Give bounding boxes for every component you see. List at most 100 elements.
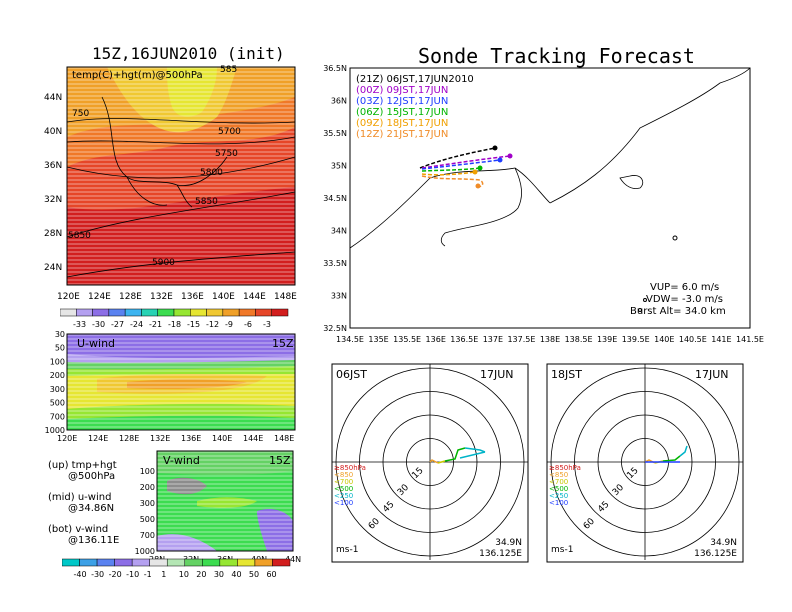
u-wind-ytick: 30 xyxy=(55,330,65,339)
v-wind-ytick: 200 xyxy=(140,483,155,492)
wind-colorbar-swatch xyxy=(114,558,133,567)
track-map-ytick: 33.5N xyxy=(323,259,347,268)
u-wind-xtick: 148E xyxy=(274,434,294,443)
track-map-xtick: 140E xyxy=(654,335,674,344)
track-map-ytick: 35.5N xyxy=(323,129,347,138)
hodo-units: ms-1 xyxy=(336,545,358,555)
u-wind-ytick: 100 xyxy=(50,357,65,366)
u-wind-ytick: 1000 xyxy=(45,426,65,435)
upper-map-ytick: 40N xyxy=(44,127,62,137)
wind-colorbar-tick: 1 xyxy=(161,570,166,579)
wind-colorbar-swatch xyxy=(62,558,80,567)
hodo-level-legend: <850 xyxy=(549,471,568,479)
temp-colorbar-swatch xyxy=(92,308,110,317)
track-map-xtick: 137.5E xyxy=(507,335,535,344)
hodo-trace xyxy=(444,447,466,462)
track-map-ytick: 34N xyxy=(331,227,347,236)
u-wind-x-axis: 120E 124E 128E 132E 136E 140E 144E 148E xyxy=(57,434,294,443)
izu-coast xyxy=(619,175,644,189)
u-wind-xtick: 140E xyxy=(212,434,232,443)
wind-colorbar: -40 -30 -20 -10 -1 1 10 20 30 40 50 60 xyxy=(62,558,291,579)
hodo-level-legend: <250 xyxy=(334,492,353,500)
track-09z xyxy=(421,171,476,176)
hodo-level-legend: <700 xyxy=(549,478,568,486)
wind-colorbar-tick: 40 xyxy=(231,570,241,579)
hodo-level-legend: <100 xyxy=(549,499,568,507)
u-wind-xtick: 124E xyxy=(88,434,108,443)
temp-colorbar-swatch xyxy=(108,308,126,317)
temp-colorbar-tick: -9 xyxy=(225,320,233,329)
track-map-xtick: 139.5E xyxy=(622,335,650,344)
track-06z xyxy=(421,167,481,172)
track-map-ytick: 36.5N xyxy=(323,64,347,73)
upper-map-xtick: 120E xyxy=(57,292,80,302)
hodo-trace xyxy=(437,460,446,464)
track-legend-entry: (12Z) 21JST,17JUN xyxy=(356,129,448,140)
contour-label-5700: 5700 xyxy=(218,127,241,137)
contour-5750 xyxy=(66,136,296,145)
wind-colorbar-swatch xyxy=(96,558,115,567)
contour-5850 xyxy=(66,191,296,238)
wind-colorbar-swatch xyxy=(166,558,186,567)
upper-map-xtick: 124E xyxy=(88,292,111,302)
wind-colorbar-swatch xyxy=(202,558,221,567)
init-time-title: 15Z,16JUN2010 (init) xyxy=(92,44,285,63)
track-00z xyxy=(421,155,511,169)
hodo-level-legend: <700 xyxy=(334,478,353,486)
hodo-trace xyxy=(429,459,439,464)
track-legend-entry: (03Z) 12JST,17JUN xyxy=(356,96,448,107)
hodo-units: ms-1 xyxy=(551,545,573,555)
v-wind-ytick: 500 xyxy=(140,515,155,524)
hodo-level-legend: ≥850hPa xyxy=(549,464,581,472)
v-wind-ytick: 300 xyxy=(140,499,155,508)
upper-map-ytick: 24N xyxy=(44,263,62,273)
upper-map-xtick: 148E xyxy=(274,292,297,302)
contour-label-5750: 5750 xyxy=(215,149,238,159)
track-map-xtick: 136E xyxy=(426,335,446,344)
track-map-xtick: 138E xyxy=(540,335,560,344)
temp-colorbar-swatch xyxy=(255,308,272,317)
wind-colorbar-tick: 20 xyxy=(196,570,206,579)
v-wind-ytick: 1000 xyxy=(135,547,155,556)
wind-colorbar-swatch xyxy=(131,558,150,567)
wind-colorbar-tick: -20 xyxy=(109,570,122,579)
track-map-ytick: 35N xyxy=(331,162,347,171)
wind-colorbar-tick: -30 xyxy=(91,570,104,579)
hodo-level-legend: <500 xyxy=(549,485,568,493)
hodo-trace xyxy=(662,455,681,462)
hodo-trace xyxy=(679,445,688,457)
contour-5700 xyxy=(66,118,296,124)
v-wind-xtick: 44N xyxy=(285,555,301,564)
track-map-xtick: 139E xyxy=(597,335,617,344)
hodo-lon: 136.125E xyxy=(694,549,737,559)
hodo-level-legend: <500 xyxy=(334,485,353,493)
hodo-lat: 34.9N xyxy=(710,538,737,548)
u-wind-time: 15Z xyxy=(272,337,294,350)
u-wind-ytick: 700 xyxy=(50,412,65,421)
temp-colorbar-tick: -30 xyxy=(92,320,105,329)
wind-colorbar-swatch xyxy=(272,558,291,567)
contour-label-585: 585 xyxy=(220,65,237,75)
track-legend: (21Z) 06JST,17JUN2010(00Z) 09JST,17JUN(0… xyxy=(356,74,474,140)
wind-colorbar-swatch xyxy=(237,558,256,567)
wind-colorbar-swatch xyxy=(149,558,168,567)
temp-colorbar-swatch xyxy=(76,308,93,317)
hodo-level-legend: <850 xyxy=(334,471,353,479)
temp-colorbar-swatch xyxy=(206,308,224,317)
wind-colorbar-tick: -40 xyxy=(74,570,87,579)
param-vup: VUP= 6.0 m/s xyxy=(650,282,719,293)
temp-colorbar-tick: -18 xyxy=(168,320,181,329)
hodo-trace xyxy=(464,447,486,453)
track-legend-entry: (00Z) 09JST,17JUN xyxy=(356,85,448,96)
contour-5800 xyxy=(66,156,296,179)
v-wind-y-axis: 100 200 300 500 700 1000 xyxy=(135,467,155,556)
flight-params: VUP= 6.0 m/s VDW= -3.0 m/s Burst Alt= 34… xyxy=(630,282,726,317)
param-vdw: VDW= -3.0 m/s xyxy=(646,294,723,305)
upper-map-xtick: 144E xyxy=(243,292,266,302)
wind-colorbar-tick: 30 xyxy=(214,570,224,579)
temp-height-map: temp(C)+hgt(m)@500hPa 5700 5750 5800 585… xyxy=(44,65,297,302)
temp-colorbar-swatch xyxy=(141,308,158,317)
